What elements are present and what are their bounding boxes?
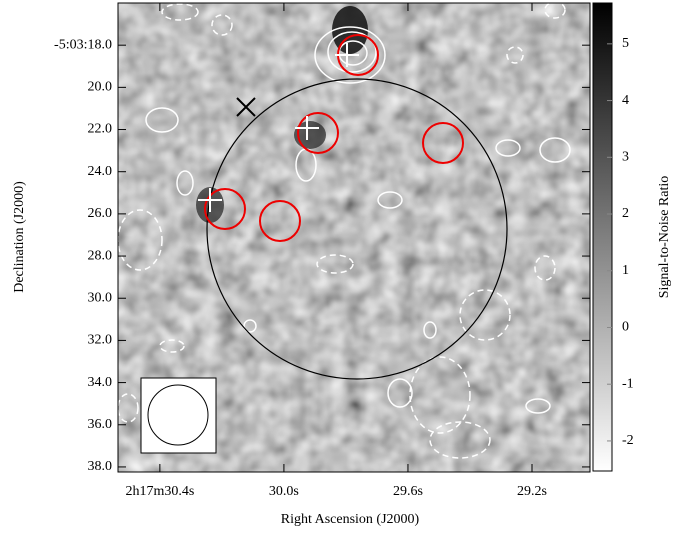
contours bbox=[145, 26, 571, 414]
x-axis-label: Right Ascension (J2000) bbox=[281, 512, 420, 527]
negative-contours bbox=[118, 3, 566, 459]
x-tick-label: 29.6s bbox=[393, 484, 423, 499]
y-tick-label: 36.0 bbox=[88, 417, 113, 432]
x-marker bbox=[236, 97, 256, 117]
y-axis-label: Declination (J2000) bbox=[12, 181, 27, 293]
beam bbox=[147, 384, 209, 446]
colorbar-tick-label: -1 bbox=[622, 376, 634, 391]
plot-frame bbox=[117, 2, 591, 473]
beam-box bbox=[140, 377, 217, 454]
colorbar-tick-label: 0 bbox=[622, 320, 629, 335]
y-tick-label: 22.0 bbox=[88, 122, 113, 137]
colorbar bbox=[592, 2, 613, 472]
field-circle bbox=[206, 78, 508, 380]
colorbar-tick-label: 2 bbox=[622, 206, 629, 221]
y-tick-label: 32.0 bbox=[88, 333, 113, 348]
y-tick-label: 34.0 bbox=[88, 375, 113, 390]
x-tick-label: 30.0s bbox=[269, 484, 299, 499]
y-tick-label: 26.0 bbox=[88, 206, 113, 221]
x-tick-label: 29.2s bbox=[517, 484, 547, 499]
y-tick-label: 28.0 bbox=[88, 248, 113, 263]
colorbar-tick-label: 3 bbox=[622, 150, 629, 165]
colorbar-tick-label: 5 bbox=[622, 36, 629, 51]
y-tick-label: 24.0 bbox=[88, 164, 113, 179]
sky-image bbox=[118, 3, 590, 472]
y-tick-label: 20.0 bbox=[88, 80, 113, 95]
colorbar-tick-label: 4 bbox=[622, 93, 629, 108]
x-tick-label: 2h17m30.4s bbox=[125, 484, 194, 499]
colorbar-tick-label: 1 bbox=[622, 263, 629, 278]
y-tick-label: 38.0 bbox=[88, 459, 113, 474]
crosses bbox=[198, 43, 359, 212]
colorbar-label: Signal-to-Noise Ratio bbox=[657, 176, 672, 299]
y-tick-label: -5:03:18.0 bbox=[54, 37, 112, 52]
y-tick-label: 30.0 bbox=[88, 290, 113, 305]
colorbar-tick-label: -2 bbox=[622, 433, 634, 448]
bright-source bbox=[332, 6, 368, 54]
